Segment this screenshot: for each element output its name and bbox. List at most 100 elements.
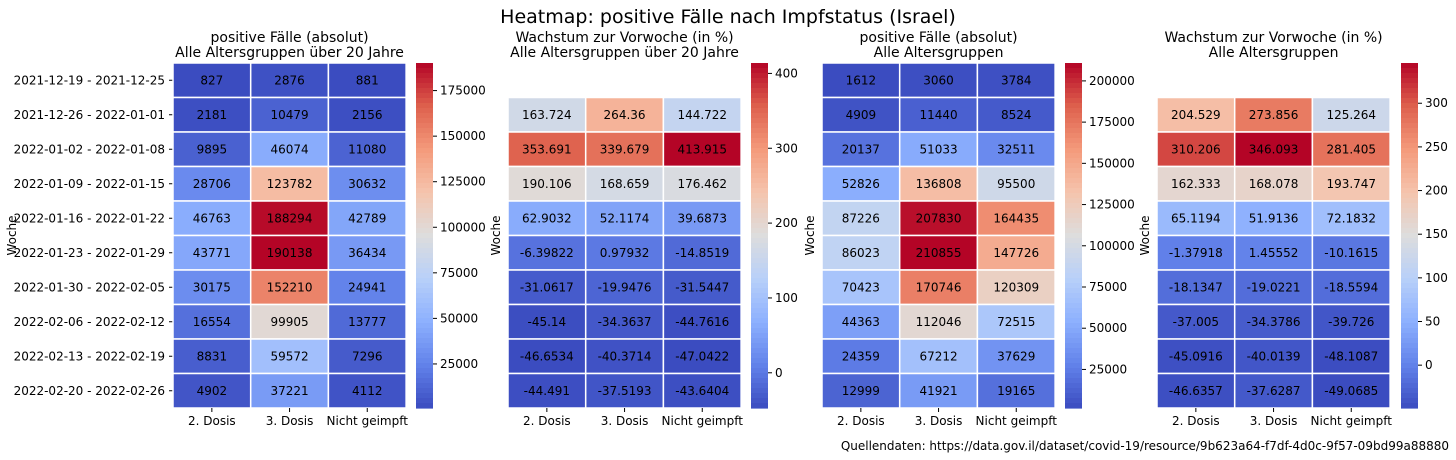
cell-value-label: 281.405 xyxy=(1326,142,1376,156)
colorbar-segment xyxy=(1401,103,1418,109)
cell-value-label: -43.6404 xyxy=(675,384,729,398)
heatmap-cell xyxy=(584,96,665,133)
colorbar-segment xyxy=(1065,373,1082,379)
colorbar-segment xyxy=(751,378,768,384)
colorbar-segment xyxy=(751,328,768,334)
cell-value-label: -37.6287 xyxy=(1247,384,1301,398)
colorbar-segment xyxy=(751,278,768,284)
y-axis-label: Woche xyxy=(5,215,19,255)
colorbar-segment xyxy=(751,143,768,149)
colorbar-segment xyxy=(1401,253,1418,259)
colorbar-segment xyxy=(1401,208,1418,214)
colorbar-segment xyxy=(1401,63,1418,69)
colorbar-segment xyxy=(1065,263,1082,269)
cell-value-label: 11440 xyxy=(919,108,957,122)
heatmap-cell xyxy=(172,338,252,375)
colorbar-segment xyxy=(1065,278,1082,284)
colorbar-tick-label: 150 xyxy=(1425,227,1448,241)
colorbar-segment xyxy=(1401,193,1418,199)
cell-value-label: -18.1347 xyxy=(1169,280,1223,294)
colorbar-segment xyxy=(416,243,433,249)
colorbar-segment xyxy=(416,108,433,114)
cell-value-label: 346.093 xyxy=(1249,142,1299,156)
y-tick-label: 2022-02-13 - 2022-02-19 xyxy=(14,349,165,363)
colorbar-segment xyxy=(751,358,768,364)
cell-value-label: 0.97932 xyxy=(600,246,650,260)
colorbar-segment xyxy=(1065,273,1082,279)
heatmap-cell xyxy=(821,200,901,237)
colorbar-segment xyxy=(751,228,768,234)
cell-value-label: 95500 xyxy=(997,177,1035,191)
colorbar-segment xyxy=(1065,288,1082,294)
heatmap-cell xyxy=(821,372,901,409)
cell-value-label: 8831 xyxy=(197,349,228,363)
colorbar-segment xyxy=(1401,398,1418,404)
cell-value-label: 4902 xyxy=(197,384,228,398)
cell-value-label: 168.659 xyxy=(600,177,650,191)
colorbar-segment xyxy=(1401,343,1418,349)
colorbar-segment xyxy=(1065,268,1082,274)
colorbar-segment xyxy=(1065,153,1082,159)
heatmap-cell xyxy=(507,234,587,271)
colorbar-segment xyxy=(1065,393,1082,399)
colorbar-segment xyxy=(1401,368,1418,374)
colorbar-segment xyxy=(1065,208,1082,214)
colorbar-segment xyxy=(1401,393,1418,399)
heatmap-cell xyxy=(172,372,252,409)
cell-value-label: -18.5594 xyxy=(1324,280,1378,294)
heatmap-cell xyxy=(821,165,901,202)
cell-value-label: 62.9032 xyxy=(522,211,572,225)
colorbar-segment xyxy=(1065,148,1082,154)
colorbar-segment xyxy=(1401,348,1418,354)
colorbar-segment xyxy=(1401,323,1418,329)
heatmap-cell xyxy=(976,303,1056,340)
colorbar-segment xyxy=(1401,198,1418,204)
colorbar-segment xyxy=(1065,238,1082,244)
colorbar-segment xyxy=(416,358,433,364)
colorbar-segment xyxy=(1401,138,1418,144)
colorbar-segment xyxy=(751,178,768,184)
colorbar-segment xyxy=(416,178,433,184)
colorbar-segment xyxy=(1065,168,1082,174)
heatmap-cell xyxy=(172,269,252,306)
heatmap-cell xyxy=(584,303,665,340)
colorbar-tick-label: 75000 xyxy=(1089,280,1127,294)
panel-subtitle: Alle Altersgruppen xyxy=(874,45,1004,61)
colorbar-segment xyxy=(416,103,433,109)
colorbar-segment xyxy=(1065,93,1082,99)
colorbar-segment xyxy=(416,313,433,319)
cell-value-label: 827 xyxy=(200,73,223,87)
cell-value-label: -48.1087 xyxy=(1324,349,1378,363)
heatmap-cell xyxy=(976,165,1056,202)
colorbar-segment xyxy=(1065,228,1082,234)
cell-value-label: 8524 xyxy=(1001,108,1032,122)
colorbar-segment xyxy=(416,168,433,174)
cell-value-label: -19.0221 xyxy=(1247,280,1301,294)
colorbar-segment xyxy=(751,338,768,344)
colorbar-segment xyxy=(1401,358,1418,364)
colorbar-segment xyxy=(1401,83,1418,89)
colorbar-segment xyxy=(1401,163,1418,169)
colorbar-segment xyxy=(1065,63,1082,69)
cell-value-label: -34.3637 xyxy=(598,315,652,329)
y-tick-label: 2021-12-26 - 2022-01-01 xyxy=(14,108,165,122)
colorbar-segment xyxy=(1065,328,1082,334)
colorbar-segment xyxy=(1401,283,1418,289)
colorbar-segment xyxy=(1401,388,1418,394)
colorbar-segment xyxy=(1401,338,1418,344)
colorbar-segment xyxy=(416,268,433,274)
colorbar-segment xyxy=(751,198,768,204)
figure-title: Heatmap: positive Fälle nach Impfstatus … xyxy=(500,6,956,28)
cell-value-label: -31.0617 xyxy=(520,280,574,294)
colorbar-segment xyxy=(751,93,768,99)
cell-value-label: 52.1174 xyxy=(600,211,650,225)
colorbar-segment xyxy=(1065,343,1082,349)
cell-value-label: 190138 xyxy=(267,246,313,260)
cell-value-label: 67212 xyxy=(919,349,957,363)
colorbar-tick-label: 250 xyxy=(1425,140,1448,154)
y-tick-label: 2022-02-20 - 2022-02-26 xyxy=(14,384,165,398)
y-axis-label: Woche xyxy=(803,215,817,255)
heatmap-cell xyxy=(327,269,407,306)
colorbar-segment xyxy=(1401,123,1418,129)
colorbar-segment xyxy=(751,83,768,89)
